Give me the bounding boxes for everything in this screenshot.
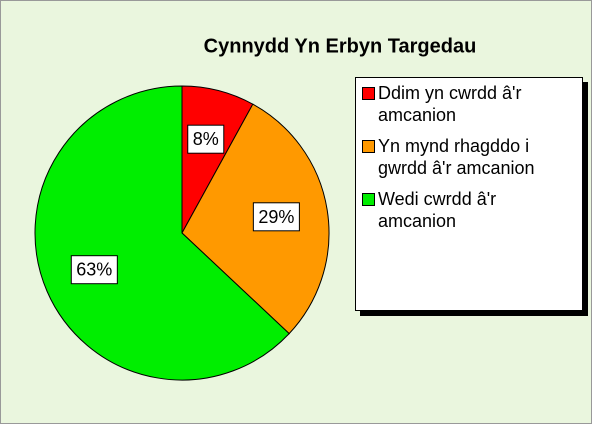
legend-item: Wedi cwrdd â'r amcanion xyxy=(362,188,578,232)
legend-label: Ddim yn cwrdd â'r amcanion xyxy=(378,83,522,125)
data-label-group: 29% xyxy=(252,202,300,232)
legend-item: Ddim yn cwrdd â'r amcanion xyxy=(362,82,578,126)
data-label-group: 8% xyxy=(187,124,225,154)
legend-item: Yn mynd rhagddo i gwrdd â'r amcanion xyxy=(362,135,578,179)
data-label-box xyxy=(252,202,300,232)
data-label: 63% xyxy=(76,260,112,280)
legend: Ddim yn cwrdd â'r amcanion Yn mynd rhagdd… xyxy=(355,77,583,311)
data-label-box xyxy=(70,255,118,285)
data-label-group: 63% xyxy=(70,255,118,285)
legend-swatch xyxy=(362,193,375,206)
legend-label: Wedi cwrdd â'r amcanion xyxy=(378,189,497,231)
data-label-box xyxy=(187,124,225,154)
data-label: 8% xyxy=(193,129,219,149)
data-label: 29% xyxy=(258,207,294,227)
legend-label: Yn mynd rhagddo i gwrdd â'r amcanion xyxy=(378,136,535,178)
legend-swatch xyxy=(362,140,375,153)
chart-title: Cynnydd Yn Erbyn Targedau xyxy=(204,35,477,57)
pie-slice xyxy=(34,85,290,381)
legend-swatch xyxy=(362,87,375,100)
